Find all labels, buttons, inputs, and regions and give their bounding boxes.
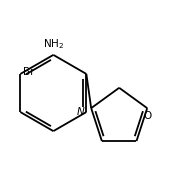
Text: NH$_2$: NH$_2$ [43,37,64,51]
Text: Br: Br [23,67,34,77]
Text: O: O [143,111,151,121]
Text: N: N [77,107,85,117]
